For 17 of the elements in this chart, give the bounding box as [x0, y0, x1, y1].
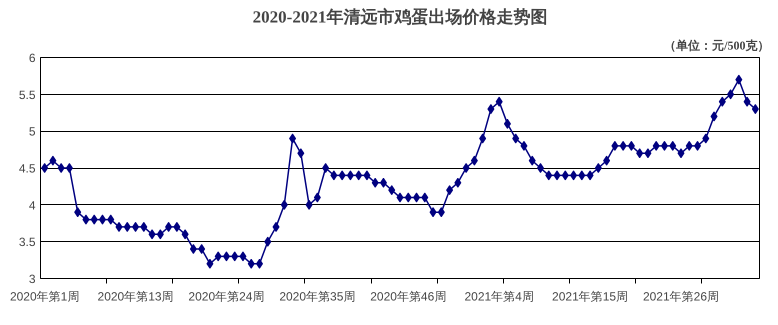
y-tick-label: 6	[28, 51, 36, 65]
chart-title: 2020-2021年清远市鸡蛋出场价格走势图	[252, 8, 548, 26]
x-tick-label: 2020年第13周	[98, 290, 174, 304]
x-tick-label: 2020年第35周	[279, 290, 356, 304]
y-tick-label: 4	[28, 198, 36, 212]
x-tick-label: 2020年第24周	[188, 290, 264, 304]
x-tick-label: 2021年第15周	[552, 290, 628, 304]
y-tick-label: 5.5	[18, 88, 36, 102]
x-tick-label: 2021年第26周	[642, 290, 720, 304]
y-tick-label: 3.5	[18, 235, 36, 250]
x-tick-label: 2021年第4周	[464, 290, 534, 304]
y-tick-label: 4.5	[18, 162, 36, 176]
x-tick-label: 2020年第1周	[10, 290, 80, 304]
x-tick-label: 2020年第46周	[370, 290, 446, 304]
y-tick-label: 5	[28, 124, 36, 139]
text: （单位：元/500克）	[664, 38, 770, 52]
y-tick-label: 3	[28, 272, 36, 286]
